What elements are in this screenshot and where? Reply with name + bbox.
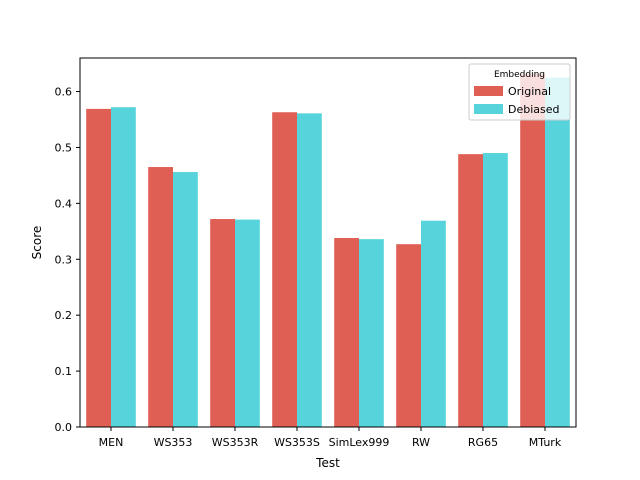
axes-layer: 0.0 0.1 0.2 0.3 0.4 0.5 0.6 MEN WS353 WS353R WS353…: [55, 57, 577, 449]
y-tick-label: 0.2: [55, 309, 73, 322]
legend-items: Original Debiased: [474, 85, 560, 116]
bar-debiased-ws353s: [297, 113, 322, 427]
bar-debiased-rg65: [483, 153, 508, 428]
legend-label-original: Original: [508, 85, 551, 98]
bar-original-rw: [396, 244, 421, 427]
bar-debiased-rw: [421, 220, 446, 427]
x-axis-title: Test: [315, 456, 340, 470]
x-tick-label: WS353R: [212, 436, 259, 449]
y-tick-label: 0.1: [55, 365, 73, 378]
plot-frame: [79, 57, 577, 428]
bar-original-men: [86, 108, 111, 427]
legend-label-debiased: Debiased: [508, 103, 560, 116]
bar-original-mturk: [520, 73, 545, 428]
bar-debiased-ws353r: [235, 219, 260, 427]
y-tick-label: 0.0: [55, 421, 73, 434]
x-tick-label: MTurk: [529, 436, 562, 449]
legend: Embedding Original Debiased: [468, 63, 571, 121]
y-tick-label: 0.4: [55, 197, 73, 210]
x-tick-label: MEN: [99, 436, 124, 449]
x-tick-label: RW: [412, 436, 430, 449]
y-axis-title: Score: [30, 226, 44, 260]
bar-original-ws353r: [210, 219, 235, 427]
x-tick-label: WS353: [154, 436, 193, 449]
bar-original-ws353: [148, 167, 173, 427]
x-tick-label: WS353S: [274, 436, 320, 449]
bar-debiased-simlex999: [359, 239, 384, 427]
bar-original-ws353s: [272, 112, 297, 427]
bar-original-simlex999: [334, 238, 359, 427]
bar-debiased-men: [111, 107, 136, 427]
x-tick-label: SimLex999: [329, 436, 390, 449]
legend-swatch-debiased: [474, 104, 503, 114]
bar-original-rg65: [458, 154, 483, 427]
y-tick-label: 0.6: [55, 86, 73, 99]
x-tick-label: RG65: [468, 436, 498, 449]
bar-debiased-ws353: [173, 172, 198, 427]
legend-swatch-original: [474, 86, 503, 96]
y-tick-label: 0.5: [55, 141, 73, 154]
bar-debiased-mturk: [545, 77, 570, 427]
bars-layer: [86, 73, 570, 428]
y-tick-label: 0.3: [55, 253, 73, 266]
legend-title: Embedding: [494, 70, 545, 80]
